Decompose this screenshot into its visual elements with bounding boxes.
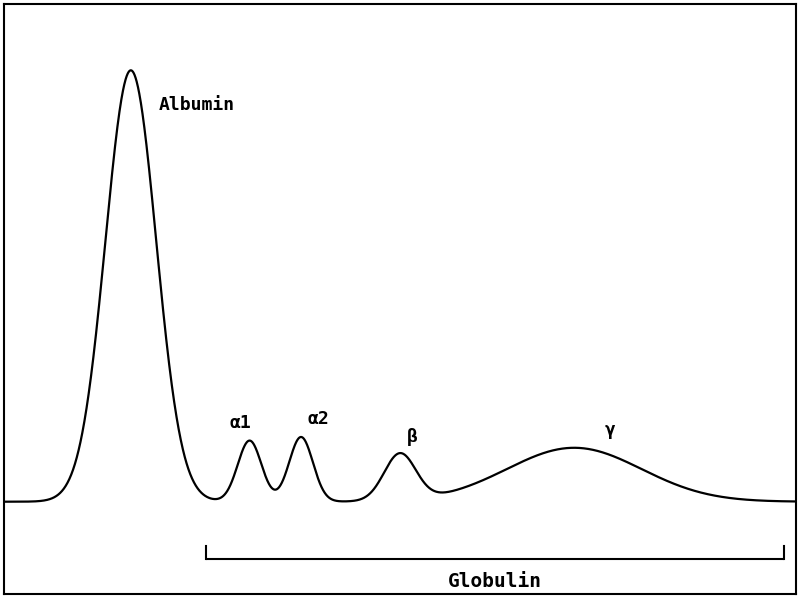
Text: Globulin: Globulin	[448, 572, 542, 591]
Text: γ: γ	[604, 421, 615, 439]
Text: α2: α2	[307, 410, 330, 428]
Text: β: β	[406, 428, 418, 446]
Text: α1: α1	[230, 414, 251, 432]
Text: Albumin: Albumin	[158, 96, 234, 114]
